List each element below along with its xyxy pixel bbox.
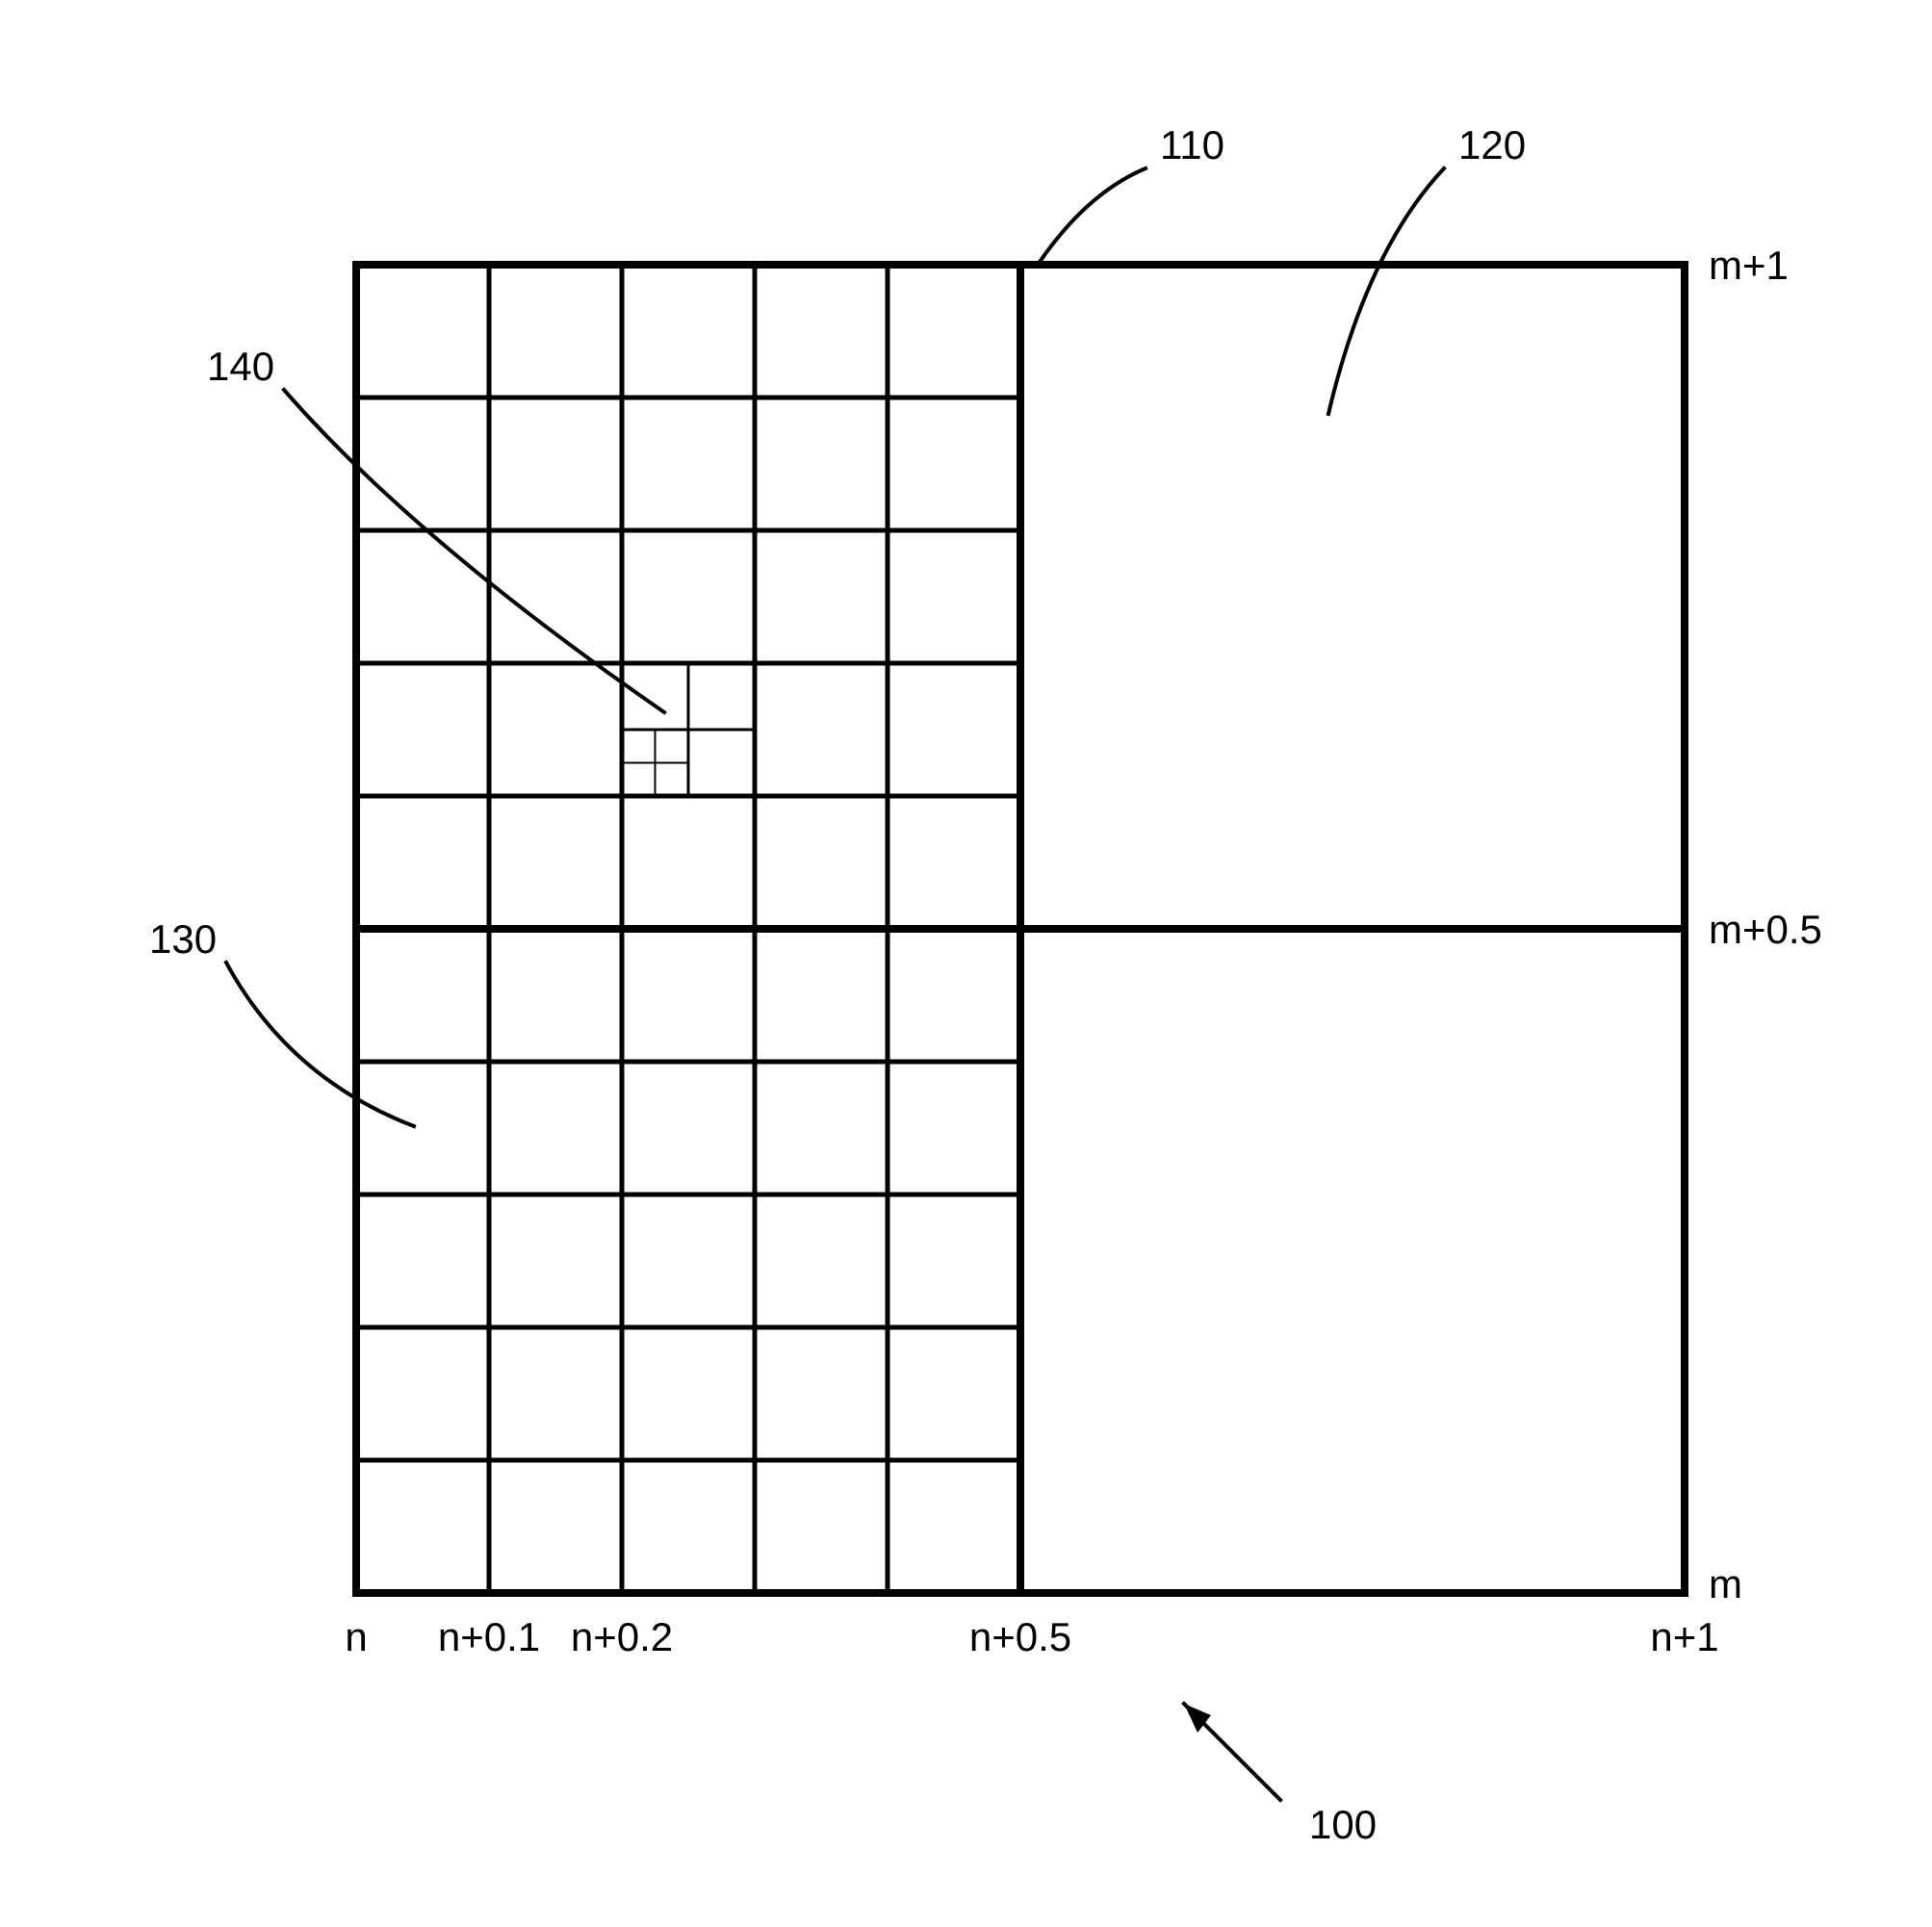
- bg: [0, 0, 1932, 1927]
- xlabel-n1: n+1: [1650, 1614, 1718, 1659]
- callout-100-label: 100: [1309, 1802, 1377, 1847]
- grid-diagram: n n+0.1 n+0.2 n+0.5 n+1 m m+0.5 m+1 100 …: [0, 0, 1932, 1927]
- callout-120-label: 120: [1458, 122, 1526, 167]
- ylabel-m1: m+1: [1709, 243, 1789, 288]
- ylabel-m05: m+0.5: [1709, 907, 1822, 952]
- callout-140-label: 140: [207, 344, 274, 389]
- xlabel-n05: n+0.5: [969, 1614, 1071, 1659]
- callout-110-label: 110: [1160, 122, 1224, 167]
- ylabel-m: m: [1709, 1561, 1742, 1606]
- xlabel-n02: n+0.2: [571, 1614, 673, 1659]
- xlabel-n: n: [345, 1614, 367, 1659]
- callout-130-label: 130: [149, 916, 217, 962]
- xlabel-n01: n+0.1: [438, 1614, 540, 1659]
